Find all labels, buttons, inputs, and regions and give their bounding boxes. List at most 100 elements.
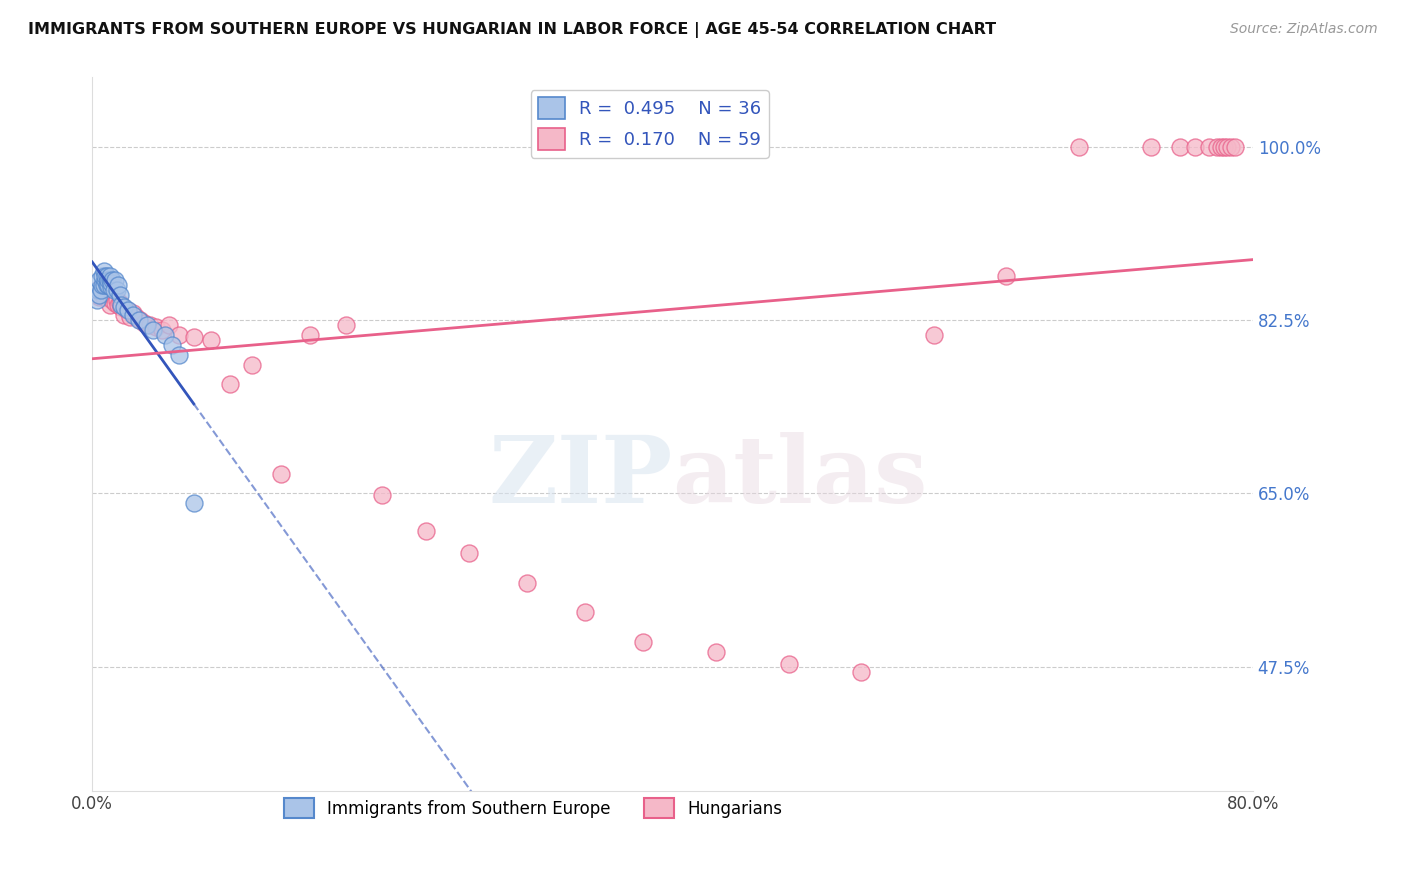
Point bbox=[90, 286, 112, 301]
Point bbox=[1140, 140, 1163, 154]
Point bbox=[94, 268, 117, 283]
Point bbox=[121, 306, 143, 320]
Point bbox=[219, 377, 242, 392]
Point bbox=[100, 277, 122, 291]
Point bbox=[89, 290, 111, 304]
Point bbox=[86, 293, 108, 308]
Point bbox=[240, 358, 263, 372]
Point bbox=[142, 323, 165, 337]
Point bbox=[94, 284, 117, 298]
Point bbox=[101, 273, 124, 287]
Point bbox=[128, 313, 150, 327]
Point bbox=[93, 290, 115, 304]
Point bbox=[150, 323, 173, 337]
Text: ZIP: ZIP bbox=[488, 432, 672, 522]
Point bbox=[97, 290, 120, 304]
Point bbox=[1215, 140, 1237, 154]
Point bbox=[183, 496, 205, 510]
Point bbox=[107, 298, 129, 312]
Point bbox=[298, 328, 321, 343]
Point bbox=[93, 278, 115, 293]
Point bbox=[270, 467, 292, 481]
Point bbox=[97, 278, 120, 293]
Point bbox=[89, 288, 111, 302]
Point bbox=[103, 284, 125, 298]
Point bbox=[371, 488, 394, 502]
Point bbox=[93, 263, 115, 277]
Point bbox=[91, 268, 114, 283]
Point bbox=[91, 278, 114, 293]
Point bbox=[96, 268, 118, 283]
Point bbox=[103, 290, 125, 304]
Point bbox=[100, 288, 122, 302]
Point bbox=[778, 657, 800, 671]
Point bbox=[136, 318, 159, 332]
Point bbox=[105, 293, 128, 308]
Text: atlas: atlas bbox=[672, 432, 928, 522]
Point bbox=[516, 575, 538, 590]
Point bbox=[125, 310, 148, 325]
Point bbox=[86, 284, 108, 298]
Point bbox=[704, 645, 727, 659]
Point bbox=[101, 293, 124, 308]
Point bbox=[98, 273, 121, 287]
Point bbox=[104, 273, 127, 287]
Point bbox=[90, 284, 112, 298]
Point bbox=[1184, 140, 1206, 154]
Point bbox=[167, 328, 190, 343]
Point bbox=[97, 273, 120, 287]
Point bbox=[107, 278, 129, 293]
Legend: Immigrants from Southern Europe, Hungarians: Immigrants from Southern Europe, Hungari… bbox=[277, 791, 789, 825]
Point bbox=[108, 296, 131, 310]
Point bbox=[1205, 140, 1227, 154]
Point bbox=[1198, 140, 1220, 154]
Point bbox=[145, 320, 167, 334]
Point bbox=[98, 298, 121, 312]
Point bbox=[96, 278, 118, 293]
Point bbox=[1168, 140, 1191, 154]
Text: Source: ZipAtlas.com: Source: ZipAtlas.com bbox=[1230, 22, 1378, 37]
Point bbox=[87, 284, 110, 298]
Point bbox=[108, 288, 131, 302]
Point bbox=[134, 316, 156, 330]
Point bbox=[167, 348, 190, 362]
Text: IMMIGRANTS FROM SOUTHERN EUROPE VS HUNGARIAN IN LABOR FORCE | AGE 45-54 CORRELAT: IMMIGRANTS FROM SOUTHERN EUROPE VS HUNGA… bbox=[28, 22, 997, 38]
Point bbox=[995, 268, 1018, 283]
Point bbox=[183, 330, 205, 344]
Point bbox=[200, 333, 222, 347]
Point bbox=[129, 313, 152, 327]
Point bbox=[1220, 140, 1243, 154]
Point bbox=[849, 665, 872, 679]
Point bbox=[139, 318, 162, 332]
Point bbox=[1067, 140, 1090, 154]
Point bbox=[121, 308, 143, 322]
Point bbox=[94, 273, 117, 287]
Point bbox=[415, 524, 437, 538]
Point bbox=[335, 318, 357, 332]
Point bbox=[574, 605, 596, 619]
Point bbox=[112, 300, 135, 314]
Point bbox=[117, 303, 139, 318]
Point bbox=[104, 296, 127, 310]
Point bbox=[110, 300, 132, 314]
Point bbox=[98, 268, 121, 283]
Point bbox=[115, 303, 138, 318]
Point bbox=[87, 288, 110, 302]
Point bbox=[633, 635, 655, 649]
Point bbox=[1225, 140, 1247, 154]
Point bbox=[160, 338, 183, 352]
Point bbox=[100, 280, 122, 294]
Point bbox=[112, 308, 135, 322]
Point bbox=[105, 284, 128, 298]
Point bbox=[157, 318, 180, 332]
Point bbox=[153, 328, 176, 343]
Point bbox=[118, 310, 141, 325]
Point bbox=[96, 286, 118, 301]
Point bbox=[922, 328, 945, 343]
Point bbox=[91, 280, 114, 294]
Point bbox=[110, 298, 132, 312]
Point bbox=[458, 546, 481, 560]
Point bbox=[1212, 140, 1234, 154]
Point bbox=[1209, 140, 1232, 154]
Point bbox=[89, 273, 111, 287]
